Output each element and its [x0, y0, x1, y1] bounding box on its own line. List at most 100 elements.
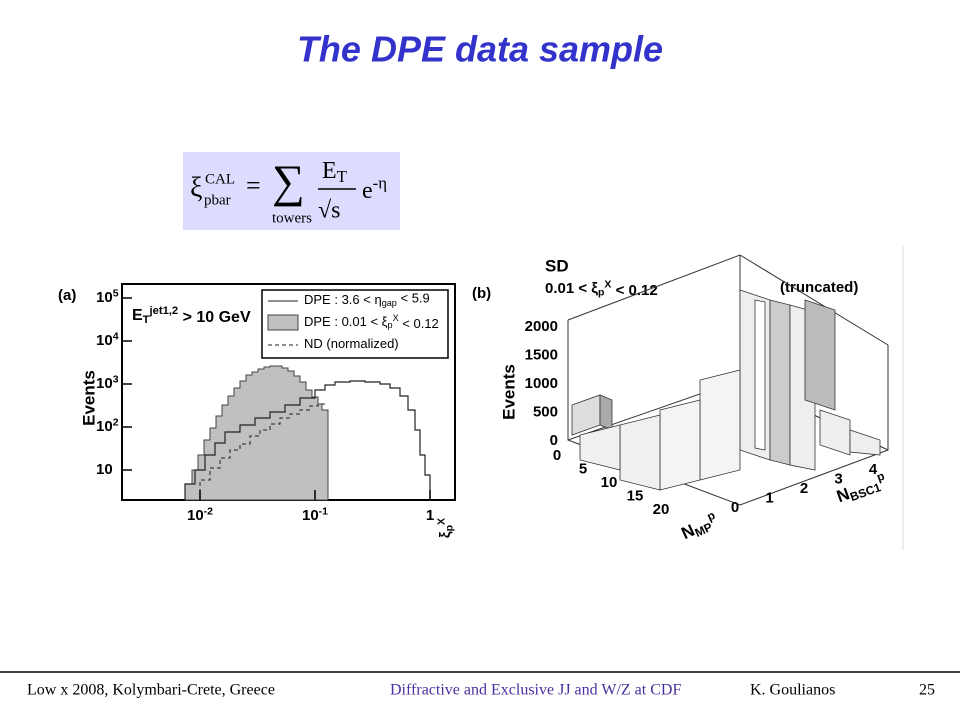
mp-tick-label: 15 — [627, 487, 644, 504]
y-tick-label: 105 — [96, 287, 119, 306]
footer-page: 25 — [919, 682, 935, 699]
footer-talk: Diffractive and Exclusive JJ and W/Z at … — [390, 682, 681, 699]
figure-a: (a) Events ETjet1,2 > 10 GeV DPE : 3.6 <… — [58, 283, 456, 538]
text-part: -1 — [319, 505, 328, 517]
text-part: -η — [373, 173, 387, 192]
bsc-tick-label: 4 — [869, 461, 878, 478]
text-part: < 0.12 — [611, 282, 657, 299]
text-part: 10 — [96, 332, 113, 349]
bsc-tick-label: 1 — [765, 489, 773, 506]
formula-xi: ξ — [190, 172, 202, 203]
text-part: 10 — [187, 507, 204, 524]
text-part: 3 — [113, 373, 119, 385]
text-part: T — [143, 314, 150, 326]
formula-sum: ∑ — [272, 156, 305, 207]
z-tick-label: 0 — [550, 432, 558, 449]
text-part: MP — [693, 520, 715, 540]
text-part: X — [393, 313, 399, 323]
text-part: 10 — [96, 375, 113, 392]
text-part: 1 — [426, 507, 434, 524]
text-part: N — [834, 485, 852, 507]
text-part: p — [388, 321, 393, 331]
text-part: X — [604, 278, 611, 290]
text-part: -2 — [204, 505, 213, 517]
text-part: p — [443, 525, 455, 531]
legend-entry: ND (normalized) — [304, 336, 399, 351]
text-part: p — [875, 469, 887, 485]
histogram-dashed — [199, 403, 325, 500]
y-tick-label: 10 — [96, 461, 113, 478]
footer-venue: Low x 2008, Kolymbari-Crete, Greece — [27, 682, 275, 699]
panel-label: (b) — [472, 285, 491, 302]
histogram-solid — [184, 380, 431, 500]
figure-b: (b) SD 0.01 < ξpX < 0.12 (truncated) Eve… — [472, 245, 904, 550]
z-ticks: 2000 1500 1000 500 0 — [525, 318, 558, 449]
x-ticks: 10-2 10-1 1 — [187, 490, 434, 524]
y-axis-label: Events — [79, 370, 98, 426]
bsc-ticks: 0 1 2 3 4 — [731, 461, 878, 516]
text-part: E — [132, 307, 143, 324]
text-part: 0.01 < ξ — [545, 280, 598, 297]
formula-box — [183, 152, 400, 230]
range-label: 0.01 < ξpX < 0.12 — [545, 278, 658, 299]
lego-bars — [571, 289, 881, 491]
z-axis-label: Events — [499, 364, 518, 420]
text-part: < 0.12 — [399, 316, 439, 331]
mp-tick-label: 20 — [653, 501, 670, 518]
z-tick-label: 500 — [533, 403, 558, 420]
text-part: 2 — [113, 416, 119, 428]
z-tick-label: 1000 — [525, 375, 558, 392]
legend-entry: DPE : 0.01 < ξpX < 0.12 — [304, 313, 439, 331]
mp-axis-label: NMPp — [677, 508, 721, 545]
text-part: 10 — [302, 507, 319, 524]
formula-den: √s — [318, 198, 341, 224]
formula-sup: CAL — [205, 171, 235, 187]
text-part: p — [598, 286, 604, 298]
bsc-tick-label: 3 — [834, 470, 842, 487]
z-tick-label: 1500 — [525, 346, 558, 363]
footer-author: K. Goulianos — [750, 682, 835, 699]
text-part: T — [337, 167, 347, 186]
bsc-tick-label: 0 — [731, 499, 739, 516]
mp-tick-label: 0 — [553, 447, 561, 464]
y-tick-label: 103 — [96, 373, 119, 392]
x-tick-label: 1 — [426, 507, 434, 524]
text-part: 10 — [96, 418, 113, 435]
legend-glyph-shaded — [267, 314, 299, 331]
y-tick-label: 104 — [96, 330, 119, 349]
text-part: E — [322, 158, 337, 184]
x-axis-label: ξpX — [435, 518, 455, 538]
text-part: DPE : 0.01 < ξ — [304, 314, 388, 329]
formula-exp: e-η — [362, 173, 387, 203]
text-part: ξ — [437, 531, 454, 538]
text-part: 10 — [96, 289, 113, 306]
bsc-tick-label: 2 — [800, 480, 808, 497]
formula-eq: = — [246, 171, 261, 200]
text-part: 5 — [113, 287, 119, 299]
text-part: 4 — [113, 330, 119, 342]
formula-sub: pbar — [204, 192, 231, 208]
note: (truncated) — [780, 279, 858, 296]
x-tick-label: 10-1 — [302, 505, 328, 524]
mp-tick-label: 5 — [579, 460, 587, 477]
x-tick-label: 10-2 — [187, 505, 213, 524]
formula-under: towers — [272, 210, 312, 226]
formula-num: ET — [322, 158, 347, 186]
legend: DPE : 3.6 < ηgap < 5.9 DPE : 0.01 < ξpX <… — [304, 291, 439, 351]
z-tick-label: 2000 — [525, 318, 558, 335]
text-part: e — [362, 178, 373, 204]
text-part: DPE : 3.6 < η — [304, 292, 382, 307]
slide-title: The DPE data sample — [297, 29, 663, 70]
cut-label: ETjet1,2 > 10 GeV — [132, 305, 251, 326]
panel-label: (a) — [58, 287, 76, 304]
y-tick-label: 102 — [96, 416, 119, 435]
text-part: BSC1 — [848, 480, 883, 504]
text-part: X — [435, 518, 447, 525]
text-part: gap — [382, 299, 397, 309]
mp-tick-label: 10 — [601, 474, 618, 491]
text-part: > 10 GeV — [178, 309, 251, 326]
histogram-shaded — [184, 365, 329, 501]
formula: ξ CAL pbar = ∑ towers ET √s e-η — [183, 152, 400, 230]
